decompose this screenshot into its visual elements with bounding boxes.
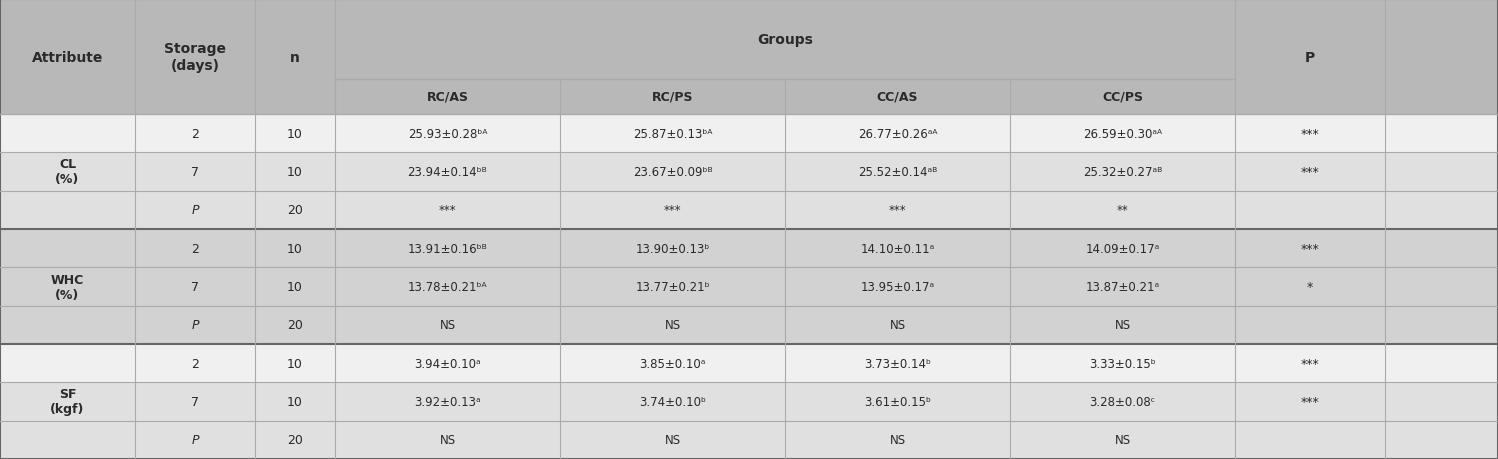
Text: ***: *** bbox=[888, 204, 906, 217]
Text: NS: NS bbox=[1115, 319, 1131, 331]
Text: ***: *** bbox=[439, 204, 457, 217]
Text: CC/PS: CC/PS bbox=[1103, 91, 1143, 104]
Text: 20: 20 bbox=[288, 433, 303, 446]
Text: 3.74±0.10ᵇ: 3.74±0.10ᵇ bbox=[640, 395, 706, 408]
Bar bbox=[0, 344, 1498, 382]
Text: 2: 2 bbox=[192, 242, 199, 255]
Text: 3.94±0.10ᵃ: 3.94±0.10ᵃ bbox=[413, 357, 481, 370]
Text: 13.78±0.21ᵇᴬ: 13.78±0.21ᵇᴬ bbox=[407, 280, 487, 293]
Text: P: P bbox=[192, 204, 199, 217]
Text: 14.10±0.11ᵃ: 14.10±0.11ᵃ bbox=[860, 242, 935, 255]
Text: 10: 10 bbox=[288, 166, 303, 179]
Text: 3.85±0.10ᵃ: 3.85±0.10ᵃ bbox=[640, 357, 706, 370]
Text: 7: 7 bbox=[192, 395, 199, 408]
Text: CL
(%): CL (%) bbox=[55, 158, 79, 186]
Text: 25.32±0.27ᵃᴮ: 25.32±0.27ᵃᴮ bbox=[1083, 166, 1162, 179]
Text: n: n bbox=[291, 50, 300, 64]
Bar bbox=[0, 382, 1498, 421]
Bar bbox=[0, 306, 1498, 344]
Text: NS: NS bbox=[665, 319, 680, 331]
Text: 3.28±0.08ᶜ: 3.28±0.08ᶜ bbox=[1089, 395, 1155, 408]
Text: NS: NS bbox=[665, 433, 680, 446]
Text: Attribute: Attribute bbox=[31, 50, 103, 64]
Text: P: P bbox=[1305, 50, 1315, 64]
Text: 13.91±0.16ᵇᴮ: 13.91±0.16ᵇᴮ bbox=[407, 242, 487, 255]
Text: ***: *** bbox=[1300, 357, 1320, 370]
Text: 20: 20 bbox=[288, 204, 303, 217]
Text: 10: 10 bbox=[288, 357, 303, 370]
Text: 25.87±0.13ᵇᴬ: 25.87±0.13ᵇᴬ bbox=[632, 128, 712, 140]
Text: ***: *** bbox=[1300, 395, 1320, 408]
Text: Groups: Groups bbox=[756, 33, 813, 47]
Text: 7: 7 bbox=[192, 166, 199, 179]
Text: ***: *** bbox=[1300, 166, 1320, 179]
Text: 3.33±0.15ᵇ: 3.33±0.15ᵇ bbox=[1089, 357, 1156, 370]
Text: 10: 10 bbox=[288, 128, 303, 140]
Text: 13.90±0.13ᵇ: 13.90±0.13ᵇ bbox=[635, 242, 710, 255]
Text: 23.67±0.09ᵇᴮ: 23.67±0.09ᵇᴮ bbox=[632, 166, 713, 179]
Text: 26.77±0.26ᵃᴬ: 26.77±0.26ᵃᴬ bbox=[858, 128, 938, 140]
Text: ***: *** bbox=[1300, 128, 1320, 140]
Bar bbox=[0, 0, 1498, 115]
Bar bbox=[0, 115, 1498, 153]
Text: *: * bbox=[1306, 280, 1314, 293]
Text: NS: NS bbox=[439, 433, 455, 446]
Text: NS: NS bbox=[890, 319, 906, 331]
Text: NS: NS bbox=[1115, 433, 1131, 446]
Text: CC/AS: CC/AS bbox=[876, 91, 918, 104]
Text: 2: 2 bbox=[192, 357, 199, 370]
Text: 23.94±0.14ᵇᴮ: 23.94±0.14ᵇᴮ bbox=[407, 166, 487, 179]
Bar bbox=[0, 421, 1498, 459]
Text: 3.92±0.13ᵃ: 3.92±0.13ᵃ bbox=[413, 395, 481, 408]
Text: ***: *** bbox=[664, 204, 682, 217]
Text: P: P bbox=[192, 319, 199, 331]
Text: 20: 20 bbox=[288, 319, 303, 331]
Text: P: P bbox=[192, 433, 199, 446]
Text: NS: NS bbox=[439, 319, 455, 331]
Text: ***: *** bbox=[1300, 242, 1320, 255]
Text: 10: 10 bbox=[288, 242, 303, 255]
Text: 25.52±0.14ᵃᴮ: 25.52±0.14ᵃᴮ bbox=[858, 166, 938, 179]
Bar bbox=[0, 268, 1498, 306]
Text: 26.59±0.30ᵃᴬ: 26.59±0.30ᵃᴬ bbox=[1083, 128, 1162, 140]
Text: SF
(kgf): SF (kgf) bbox=[51, 388, 85, 415]
Text: 25.93±0.28ᵇᴬ: 25.93±0.28ᵇᴬ bbox=[407, 128, 487, 140]
Text: WHC
(%): WHC (%) bbox=[51, 273, 84, 301]
Bar bbox=[0, 191, 1498, 230]
Text: NS: NS bbox=[890, 433, 906, 446]
Bar bbox=[0, 153, 1498, 191]
Text: RC/AS: RC/AS bbox=[427, 91, 469, 104]
Text: 3.73±0.14ᵇ: 3.73±0.14ᵇ bbox=[864, 357, 930, 370]
Text: 2: 2 bbox=[192, 128, 199, 140]
Text: 14.09±0.17ᵃ: 14.09±0.17ᵃ bbox=[1086, 242, 1159, 255]
Text: 10: 10 bbox=[288, 280, 303, 293]
Text: 13.77±0.21ᵇ: 13.77±0.21ᵇ bbox=[635, 280, 710, 293]
Text: **: ** bbox=[1116, 204, 1128, 217]
Text: Storage
(days): Storage (days) bbox=[163, 42, 226, 73]
Text: 13.87±0.21ᵃ: 13.87±0.21ᵃ bbox=[1086, 280, 1159, 293]
Text: RC/PS: RC/PS bbox=[652, 91, 694, 104]
Text: 13.95±0.17ᵃ: 13.95±0.17ᵃ bbox=[860, 280, 935, 293]
Text: 10: 10 bbox=[288, 395, 303, 408]
Text: 7: 7 bbox=[192, 280, 199, 293]
Text: 3.61±0.15ᵇ: 3.61±0.15ᵇ bbox=[864, 395, 930, 408]
Bar bbox=[0, 230, 1498, 268]
